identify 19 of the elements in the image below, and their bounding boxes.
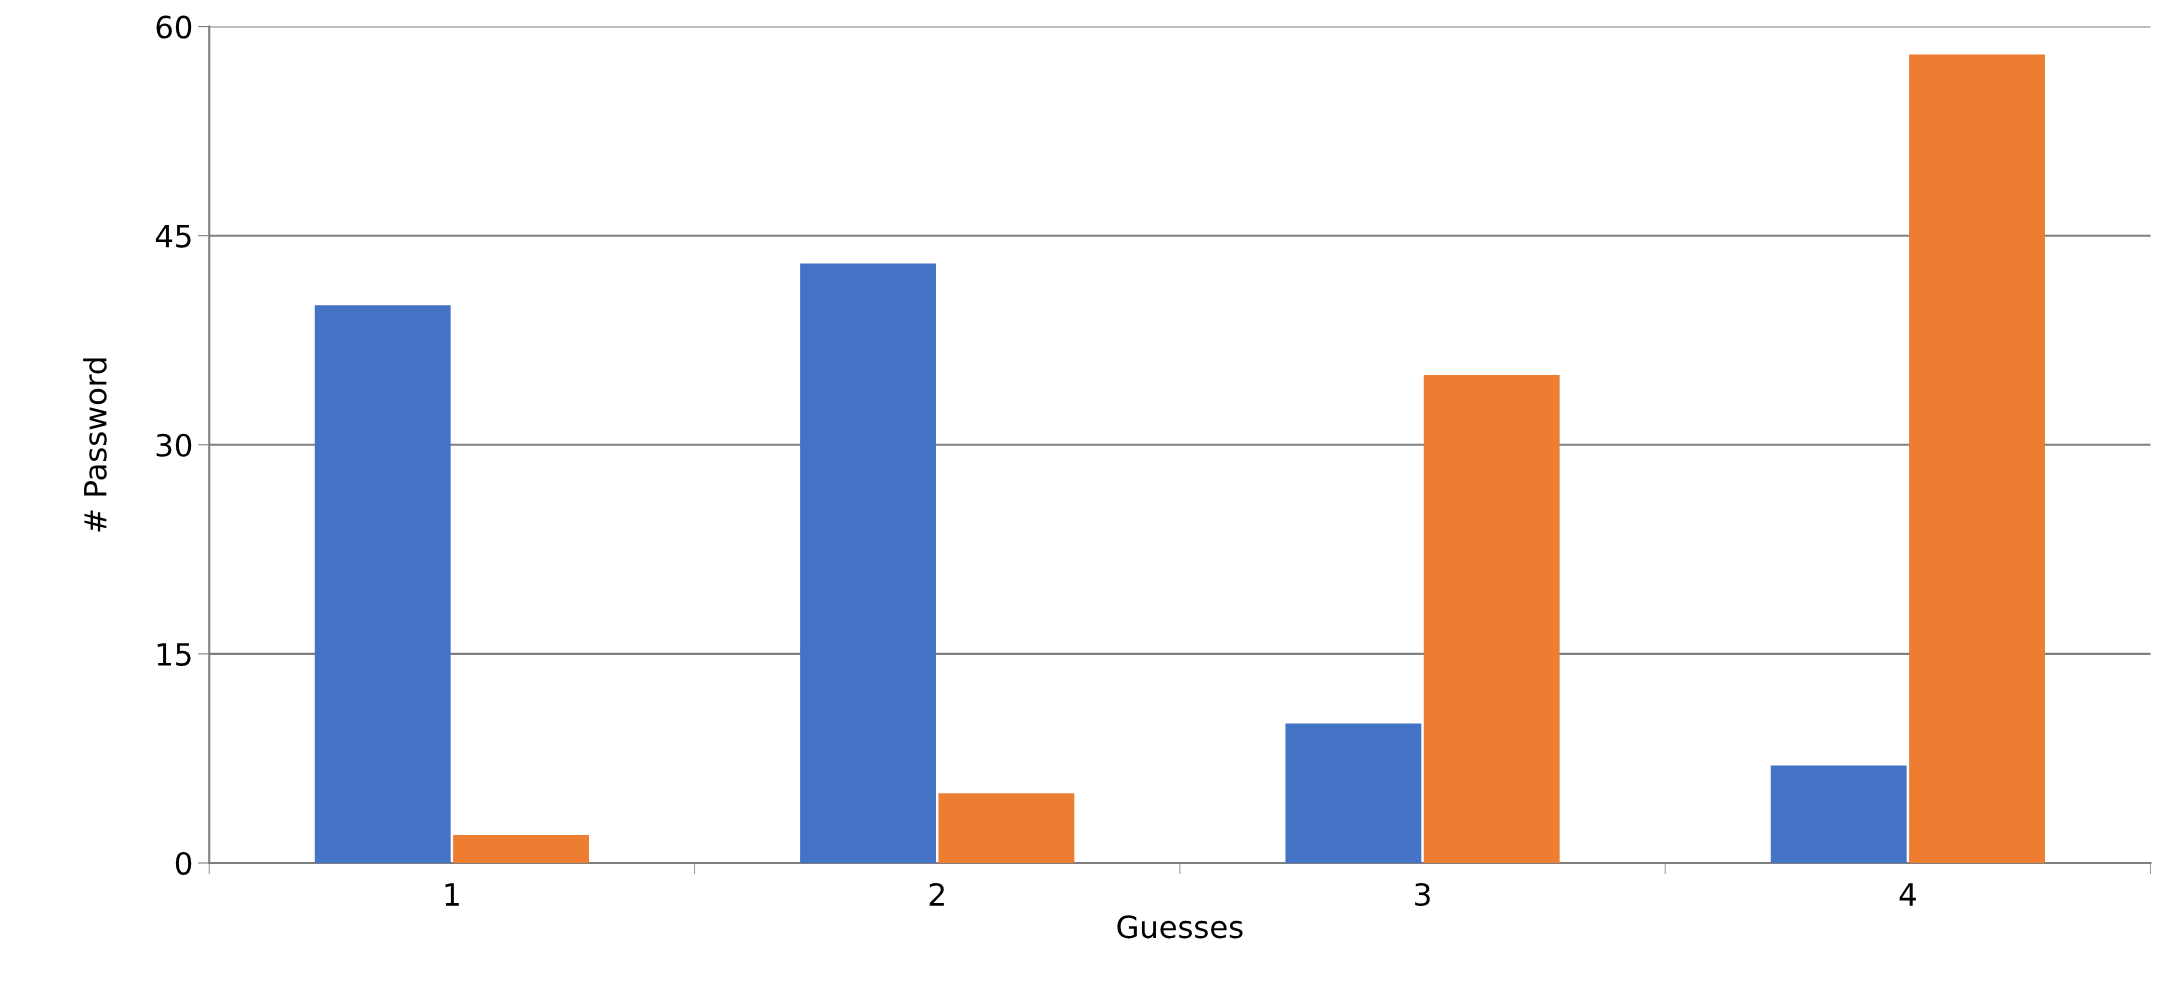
- x-axis-title: Guesses: [1117, 915, 1243, 939]
- x-tick-label: 2: [929, 882, 944, 906]
- x-tick-label: 3: [1415, 882, 1430, 907]
- y-tick-label: 0: [175, 851, 192, 876]
- y-tick-label: 30: [156, 433, 192, 457]
- bar: [800, 263, 936, 863]
- bar: [453, 835, 589, 863]
- bar: [1285, 723, 1422, 863]
- bar: [1423, 375, 1560, 863]
- y-axis-title: # Password: [83, 358, 107, 532]
- y-tick-label: 60: [156, 15, 192, 39]
- bar: [938, 793, 1075, 863]
- bar: [1909, 54, 2045, 863]
- bar: [1770, 765, 1907, 863]
- bar: [314, 305, 451, 863]
- x-tick-label: 4: [1899, 883, 1916, 906]
- x-tick-label: 1: [445, 883, 459, 906]
- y-tick-label: 45: [155, 225, 191, 248]
- y-tick-label: 15: [157, 643, 191, 666]
